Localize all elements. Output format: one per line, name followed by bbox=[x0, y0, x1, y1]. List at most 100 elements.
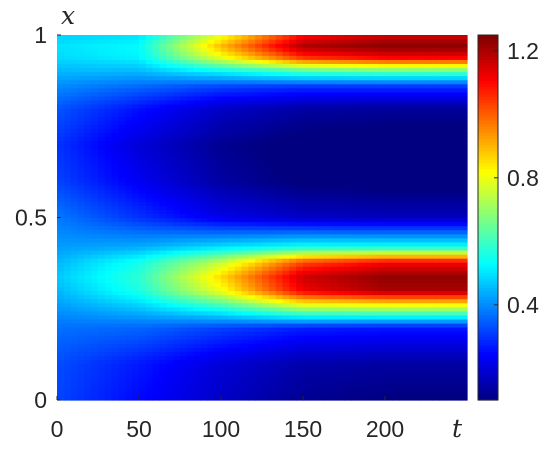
heatmap-cell bbox=[241, 278, 249, 283]
heatmap-cell bbox=[405, 67, 413, 73]
heatmap-cell bbox=[111, 241, 120, 247]
heatmap-cell bbox=[145, 266, 154, 271]
heatmap-cell bbox=[316, 116, 325, 121]
heatmap-cell bbox=[84, 79, 92, 85]
heatmap-cell bbox=[255, 112, 263, 117]
heatmap-cell bbox=[412, 217, 420, 223]
heatmap-cell bbox=[275, 172, 284, 178]
heatmap-cell bbox=[364, 47, 372, 52]
heatmap-cell bbox=[289, 99, 297, 105]
heatmap-cell bbox=[200, 274, 208, 279]
heatmap-cell bbox=[289, 63, 297, 69]
heatmap-cell bbox=[268, 355, 277, 361]
heatmap-cell bbox=[193, 327, 202, 332]
heatmap-cell bbox=[207, 164, 215, 170]
heatmap-cell bbox=[316, 43, 325, 48]
heatmap-cell bbox=[166, 124, 174, 129]
heatmap-cell bbox=[385, 367, 393, 373]
heatmap-cell bbox=[77, 128, 85, 133]
heatmap-cell bbox=[378, 351, 386, 356]
heatmap-cell bbox=[350, 136, 359, 142]
heatmap-cell bbox=[405, 331, 413, 336]
heatmap-cell bbox=[303, 379, 311, 385]
heatmap-cell bbox=[104, 383, 113, 389]
heatmap-cell bbox=[385, 79, 393, 85]
heatmap-cell bbox=[350, 302, 359, 308]
heatmap-cell bbox=[357, 71, 366, 77]
heatmap-cell bbox=[132, 120, 140, 125]
heatmap-cell bbox=[193, 120, 202, 125]
heatmap-cell bbox=[248, 103, 256, 109]
heatmap-cell bbox=[221, 189, 229, 194]
heatmap-cell bbox=[316, 343, 325, 348]
heatmap-cell bbox=[255, 343, 263, 348]
heatmap-cell bbox=[330, 185, 338, 190]
heatmap-cell bbox=[357, 148, 366, 154]
heatmap-cell bbox=[186, 221, 195, 227]
heatmap-cell bbox=[159, 266, 167, 271]
heatmap-cell bbox=[152, 156, 161, 162]
heatmap-cell bbox=[125, 87, 133, 93]
heatmap-cell bbox=[57, 258, 65, 263]
heatmap-cell bbox=[139, 140, 147, 146]
heatmap-cell bbox=[350, 193, 359, 198]
heatmap-cell bbox=[132, 343, 140, 348]
heatmap-cell bbox=[145, 39, 154, 44]
heatmap-cell bbox=[234, 229, 243, 235]
heatmap-cell bbox=[316, 144, 325, 150]
heatmap-cell bbox=[330, 160, 338, 166]
heatmap-cell bbox=[412, 274, 420, 279]
heatmap-cell bbox=[193, 367, 202, 373]
heatmap-cell bbox=[412, 99, 420, 105]
heatmap-cell bbox=[385, 286, 393, 292]
heatmap-cell bbox=[91, 241, 99, 247]
heatmap-cell bbox=[91, 387, 99, 393]
heatmap-cell bbox=[248, 241, 256, 247]
heatmap-cell bbox=[330, 395, 338, 401]
heatmap-cell bbox=[91, 375, 99, 381]
heatmap-cell bbox=[152, 35, 161, 40]
heatmap-cell bbox=[309, 221, 318, 227]
heatmap-cell bbox=[275, 387, 284, 393]
heatmap-cell bbox=[357, 306, 366, 312]
heatmap-cell bbox=[98, 286, 106, 292]
heatmap-cell bbox=[186, 262, 195, 267]
heatmap-cell bbox=[255, 290, 263, 296]
heatmap-cell bbox=[145, 290, 154, 296]
heatmap-cell bbox=[193, 152, 202, 158]
heatmap-cell bbox=[282, 347, 290, 352]
heatmap-cell bbox=[432, 213, 441, 219]
heatmap-cell bbox=[152, 136, 161, 142]
heatmap-cell bbox=[118, 201, 126, 206]
heatmap-cell bbox=[159, 318, 167, 324]
heatmap-cell bbox=[275, 355, 284, 361]
heatmap-cell bbox=[111, 391, 120, 397]
heatmap-cell bbox=[227, 310, 236, 316]
heatmap-cell bbox=[330, 233, 338, 239]
heatmap-cell bbox=[255, 172, 263, 178]
heatmap-cell bbox=[323, 132, 331, 137]
heatmap-cell bbox=[330, 387, 338, 393]
heatmap-cell bbox=[262, 262, 270, 267]
heatmap-cell bbox=[255, 43, 263, 48]
heatmap-cell bbox=[111, 371, 120, 377]
heatmap-cell bbox=[152, 168, 161, 174]
heatmap-cell bbox=[426, 164, 434, 170]
heatmap-cell bbox=[125, 306, 133, 312]
heatmap-cell bbox=[262, 67, 270, 73]
heatmap-cell bbox=[344, 310, 352, 316]
heatmap-cell bbox=[255, 209, 263, 215]
heatmap-cell bbox=[282, 322, 290, 328]
heatmap-cell bbox=[398, 63, 407, 69]
heatmap-cell bbox=[84, 87, 92, 93]
heatmap-cell bbox=[350, 47, 359, 52]
heatmap-cell bbox=[152, 108, 161, 113]
heatmap-cell bbox=[63, 359, 72, 365]
heatmap-cell bbox=[268, 108, 277, 113]
heatmap-cell bbox=[391, 258, 400, 263]
heatmap-cell bbox=[255, 375, 263, 381]
heatmap-cell bbox=[398, 209, 407, 215]
heatmap-cell bbox=[104, 51, 113, 56]
heatmap-cell bbox=[357, 172, 366, 178]
heatmap-cell bbox=[419, 270, 427, 275]
